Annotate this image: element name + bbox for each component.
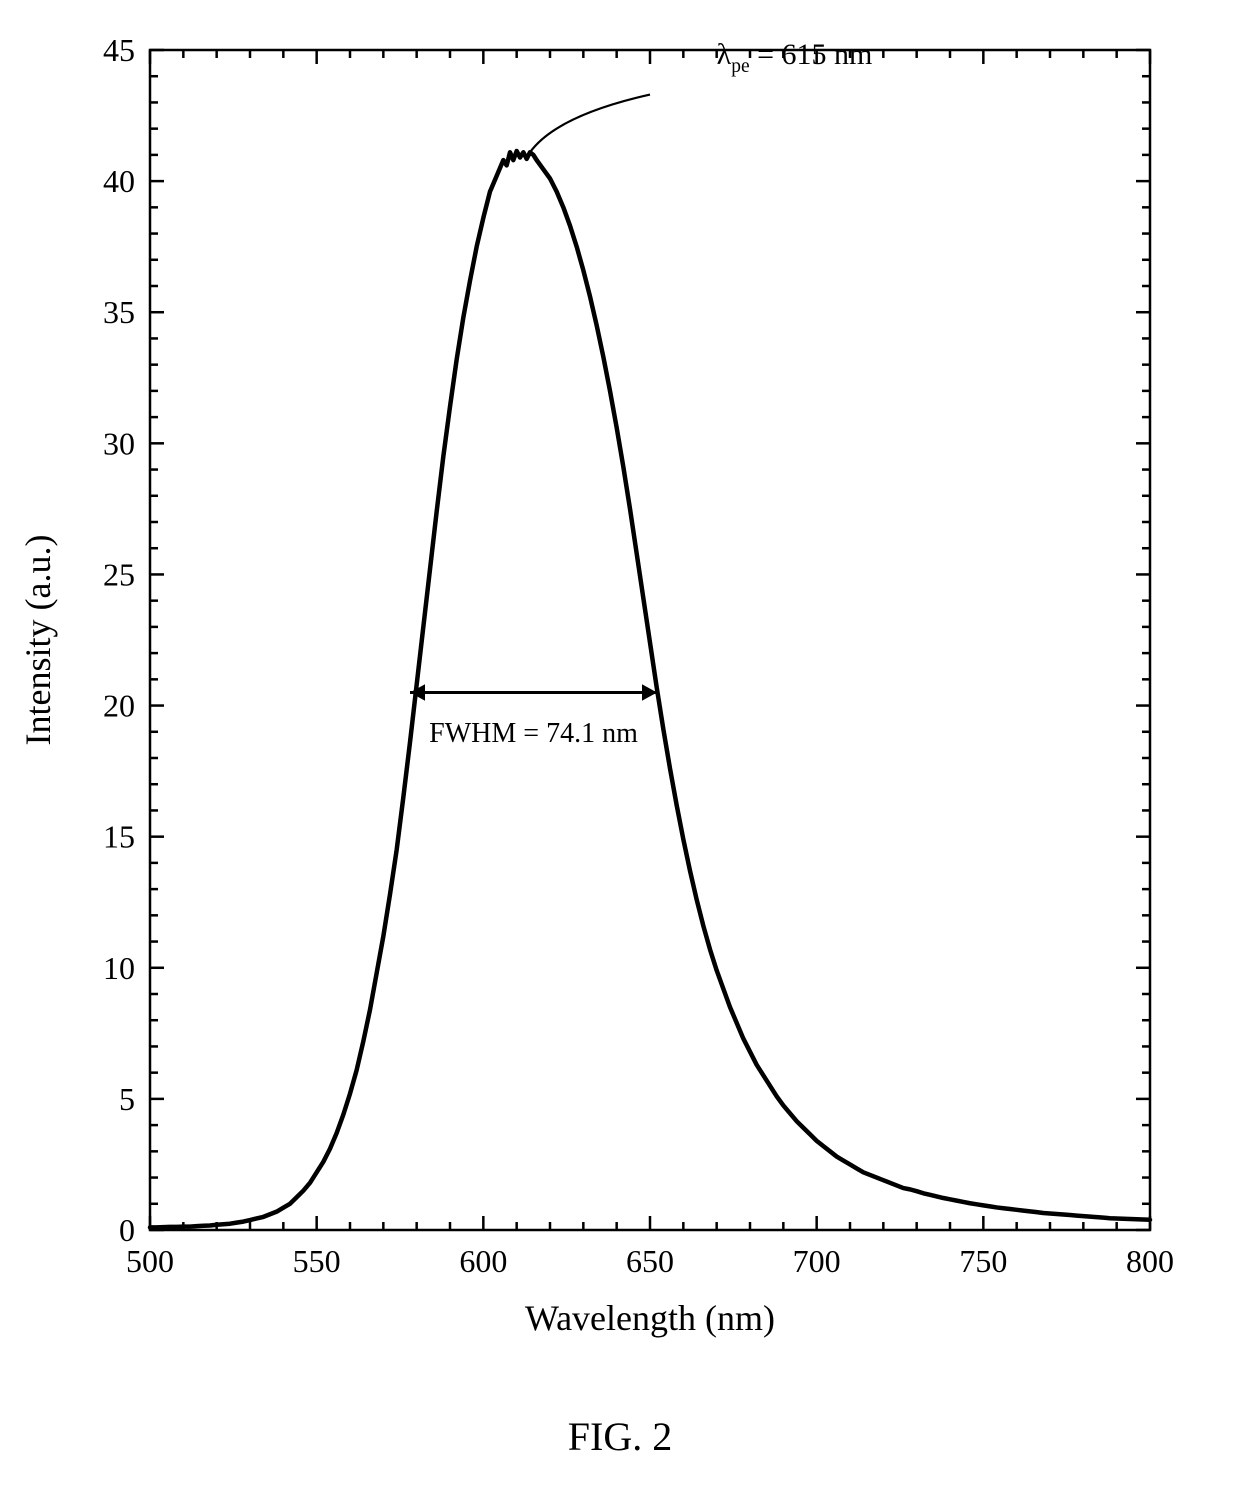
x-axis-label: Wavelength (nm) [525,1298,775,1338]
y-tick-label: 40 [103,163,135,199]
y-tick-label: 20 [103,688,135,724]
y-tick-label: 15 [103,819,135,855]
y-tick-label: 0 [119,1212,135,1248]
x-tick-label: 650 [626,1243,674,1279]
x-tick-label: 700 [793,1243,841,1279]
emission-spectrum-chart: 500 550 600 650 700 750 800 0 5 10 15 20 25 30 35 40 45 W… [0,0,1240,1505]
x-tick-label: 500 [126,1243,174,1279]
figure-caption: FIG. 2 [568,1414,672,1459]
y-tick-label: 45 [103,32,135,68]
y-tick-label: 35 [103,294,135,330]
y-tick-label: 25 [103,556,135,592]
y-tick-label: 10 [103,950,135,986]
y-axis-label: Intensity (a.u.) [18,535,58,746]
x-tick-label: 600 [459,1243,507,1279]
x-tick-label: 550 [293,1243,341,1279]
y-tick-label: 5 [119,1081,135,1117]
x-tick-label: 800 [1126,1243,1174,1279]
y-tick-label: 30 [103,425,135,461]
figure-container: 500 550 600 650 700 750 800 0 5 10 15 20 25 30 35 40 45 W… [0,0,1240,1505]
fwhm-annotation: FWHM = 74.1 nm [429,718,638,749]
x-tick-label: 750 [959,1243,1007,1279]
